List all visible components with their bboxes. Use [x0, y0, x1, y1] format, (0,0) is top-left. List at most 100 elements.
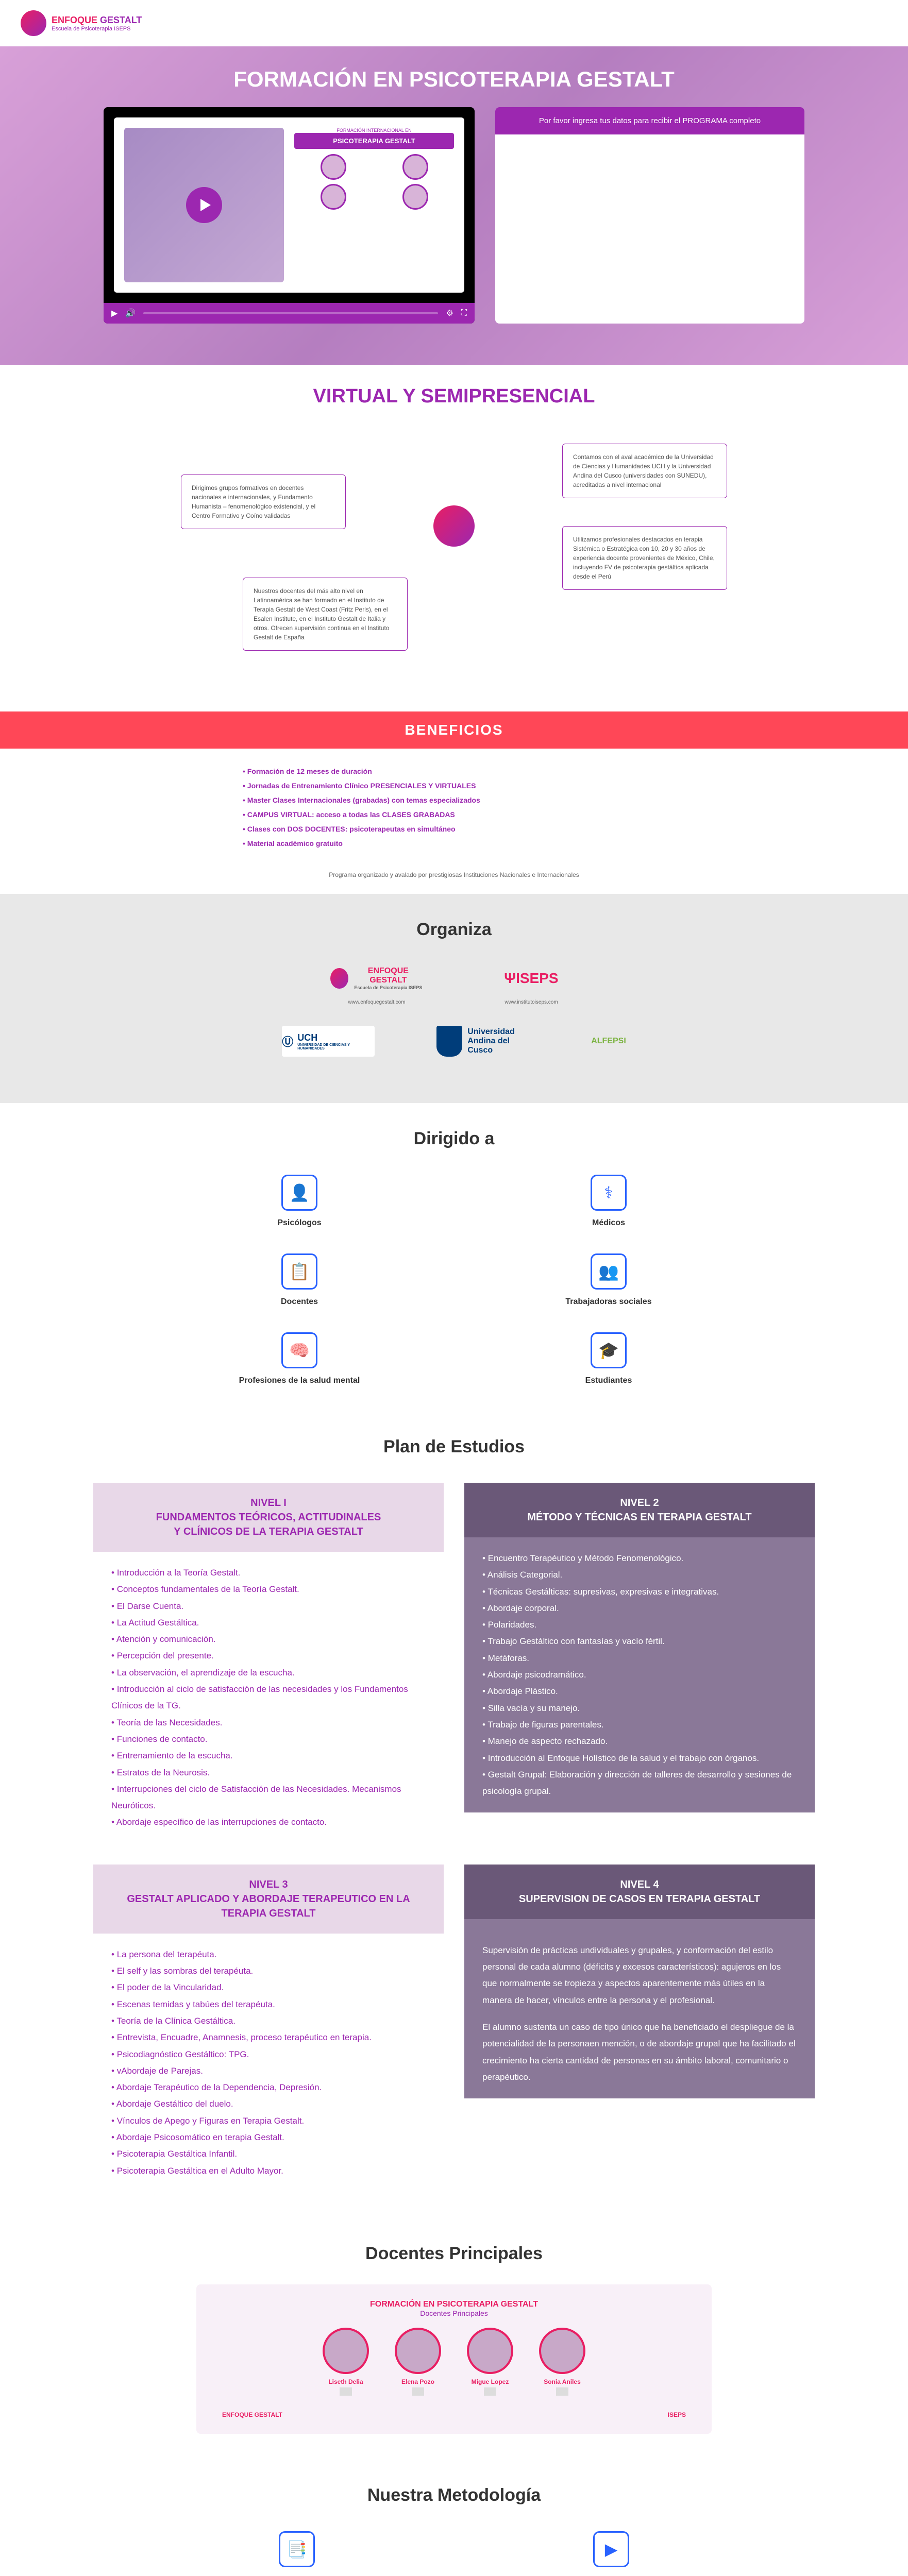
- dirigido-icon: 🎓: [591, 1332, 627, 1368]
- nivel-item: Abordaje Terapéutico de la Dependencia, …: [111, 2079, 426, 2096]
- nivel-3: NIVEL 3GESTALT APLICADO Y ABORDAJE TERAP…: [93, 1865, 444, 2192]
- dirigido-label: Docentes: [196, 1297, 402, 1307]
- beneficios-list: Formación de 12 meses de duración Jornad…: [222, 764, 686, 851]
- video-subtitle: FORMACIÓN INTERNACIONAL EN: [294, 128, 454, 133]
- dirigido-label: Trabajadoras sociales: [506, 1297, 712, 1307]
- flag-icon: [412, 2387, 424, 2396]
- plan-title: Plan de Estudios: [21, 1437, 887, 1457]
- iseps-name: ISEPS: [516, 970, 558, 987]
- beneficio-item: Master Clases Internacionales (grabadas)…: [243, 793, 665, 807]
- nivel-item: Entrenamiento de la escucha.: [111, 1748, 426, 1764]
- iseps-url: www.institutoiseps.com: [485, 999, 578, 1005]
- dirigido-item: 📋 Docentes: [196, 1253, 402, 1307]
- docentes-section: Docentes Principales FORMACIÓN EN PSICOT…: [0, 2218, 908, 2460]
- logo-icon: [21, 10, 46, 36]
- nivel-item: El poder de la Vincularidad.: [111, 1979, 426, 1996]
- nivel-item: Técnicas Gestálticas: supresivas, expres…: [482, 1584, 797, 1600]
- docente: Sonia Aniles: [539, 2328, 585, 2396]
- nivel-item: Conceptos fundamentales de la Teoría Ges…: [111, 1581, 426, 1598]
- beneficio-item: CAMPUS VIRTUAL: acceso a todas las CLASE…: [243, 807, 665, 822]
- fullscreen-icon[interactable]: ⛶: [461, 309, 467, 318]
- nivel-item: Abordaje Psicosomático en terapia Gestal…: [111, 2129, 426, 2146]
- nivel-item: Estratos de la Neurosis.: [111, 1765, 426, 1781]
- volume-icon[interactable]: 🔊: [125, 308, 136, 318]
- play-icon[interactable]: ▶: [111, 308, 117, 318]
- flag-icon: [556, 2387, 568, 2396]
- video-title: PSICOTERAPIA GESTALT: [294, 133, 454, 149]
- logo-sub: GESTALT: [100, 15, 142, 25]
- org-logo-eg: ENFOQUE GESTALT Escuela de Psicoterapia …: [330, 960, 423, 1005]
- beneficio-item: Material académico gratuito: [243, 836, 665, 851]
- video-controls: ▶ 🔊 ⚙ ⛶: [104, 303, 475, 324]
- nivel-item: Entrevista, Encuadre, Anamnesis, proceso…: [111, 2029, 426, 2046]
- metodologia-section: Nuestra Metodología 📑 Metodología teóric…: [0, 2460, 908, 2576]
- nivel-item: Teoría de las Necesidades.: [111, 1715, 426, 1731]
- signup-form: Por favor ingresa tus datos para recibir…: [495, 107, 804, 324]
- dirigido-item: ⚕ Médicos: [506, 1175, 712, 1228]
- play-button[interactable]: [186, 187, 222, 223]
- nivel-item: Vínculos de Apego y Figuras en Terapia G…: [111, 2113, 426, 2129]
- flag-icon: [484, 2387, 496, 2396]
- metodologia-icon: ▶: [593, 2531, 629, 2567]
- nivel-item: Silla vacía y su manejo.: [482, 1700, 797, 1717]
- dirigido-label: Profesiones de la salud mental: [196, 1376, 402, 1385]
- nivel-item: La Actitud Gestáltica.: [111, 1615, 426, 1631]
- dirigido-item: 👥 Trabajadoras sociales: [506, 1253, 712, 1307]
- org-logo-iseps: Ψ ISEPS www.institutoiseps.com: [485, 960, 578, 1005]
- beneficios-note: Programa organizado y avalado por presti…: [0, 866, 908, 894]
- nivel-item: Introducción a la Teoría Gestalt.: [111, 1565, 426, 1581]
- nivel-item: Abordaje específico de las interrupcione…: [111, 1814, 426, 1831]
- flag-icon: [340, 2387, 352, 2396]
- nivel4-para: Supervisión de prácticas undividuales y …: [482, 1942, 797, 2009]
- dirigido-icon: 👤: [281, 1175, 317, 1211]
- nivel-item: Análisis Categorial.: [482, 1567, 797, 1583]
- nivel-item: Gestalt Grupal: Elaboración y dirección …: [482, 1767, 797, 1800]
- docente: Migue Lopez: [467, 2328, 513, 2396]
- dirigido-title: Dirigido a: [0, 1129, 908, 1149]
- video-player[interactable]: FORMACIÓN INTERNACIONAL EN PSICOTERAPIA …: [104, 107, 475, 324]
- nivel-2: NIVEL 2MÉTODO Y TÉCNICAS EN TERAPIA GEST…: [464, 1483, 815, 1844]
- nivel-item: Escenas temidas y tabúes del terapéuta.: [111, 1996, 426, 2013]
- docentes-card-title: FORMACIÓN EN PSICOTERAPIA GESTALT: [212, 2300, 696, 2309]
- virtual-title: VIRTUAL Y SEMIPRESENCIAL: [0, 365, 908, 423]
- org-logo-alfepsi: ALFEPSI: [591, 1037, 626, 1046]
- nivel-item: Atención y comunicación.: [111, 1631, 426, 1648]
- metodologia-icon: 📑: [279, 2531, 315, 2567]
- docente-name: Migue Lopez: [467, 2378, 513, 2385]
- logo-tag: Escuela de Psicoterapia ISEPS: [52, 26, 142, 32]
- docente-avatar: [323, 2328, 369, 2374]
- hero: FORMACIÓN EN PSICOTERAPIA GESTALT FORMAC…: [0, 46, 908, 365]
- nivel-item: Abordaje Plástico.: [482, 1683, 797, 1700]
- nivel-item: Percepción del presente.: [111, 1648, 426, 1664]
- nivel-item: Psicodiagnóstico Gestáltico: TPG.: [111, 2046, 426, 2063]
- nivel-item: Funciones de contacto.: [111, 1731, 426, 1748]
- nivel-item: La observación, el aprendizaje de la esc…: [111, 1665, 426, 1681]
- info-box: Dirigimos grupos formativos en docentes …: [181, 474, 346, 529]
- nivel-item: Abordaje Gestáltico del duelo.: [111, 2096, 426, 2112]
- nivel-header: NIVEL 3GESTALT APLICADO Y ABORDAJE TERAP…: [93, 1865, 444, 1934]
- speaker-avatar: [402, 184, 428, 210]
- dirigido-item: 🧠 Profesiones de la salud mental: [196, 1332, 402, 1385]
- docentes-card-sub: Docentes Principales: [212, 2309, 696, 2317]
- beneficios-title: BENEFICIOS: [0, 711, 908, 749]
- dirigido-item: 🎓 Estudiantes: [506, 1332, 712, 1385]
- docente-avatar: [539, 2328, 585, 2374]
- nivel4-para: El alumno sustenta un caso de tipo único…: [482, 2019, 797, 2086]
- logo: ENFOQUE GESTALT Escuela de Psicoterapia …: [21, 10, 142, 36]
- nivel-item: Manejo de aspecto rechazado.: [482, 1733, 797, 1750]
- eg-tag: Escuela de Psicoterapia ISEPS: [354, 985, 423, 990]
- nivel-item: Abordaje corporal.: [482, 1600, 797, 1617]
- metodologia-item: ▶ Clases magistrales virtuales: [485, 2531, 737, 2576]
- nivel-1: NIVEL IFUNDAMENTOS TEÓRICOS, ACTITUDINAL…: [93, 1483, 444, 1844]
- hero-title: FORMACIÓN EN PSICOTERAPIA GESTALT: [31, 67, 877, 92]
- progress-bar[interactable]: [143, 312, 438, 314]
- docente-avatar: [395, 2328, 441, 2374]
- dirigido-icon: ⚕: [591, 1175, 627, 1211]
- docente-name: Elena Pozo: [395, 2378, 441, 2385]
- nivel-item: Psicoterapia Gestáltica Infantil.: [111, 2146, 426, 2162]
- metodologia-title: Nuestra Metodología: [0, 2485, 908, 2505]
- nivel-item: Introducción al Enfoque Holístico de la …: [482, 1750, 797, 1767]
- nivel-item: Teoría de la Clínica Gestáltica.: [111, 2013, 426, 2029]
- nivel-item: Abordaje psicodramático.: [482, 1667, 797, 1683]
- settings-icon[interactable]: ⚙: [446, 308, 453, 318]
